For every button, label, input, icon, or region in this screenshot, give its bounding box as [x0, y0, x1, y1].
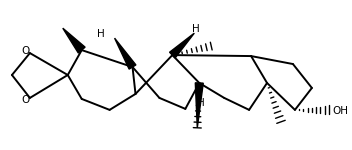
Polygon shape: [170, 33, 194, 58]
Text: H: H: [97, 29, 105, 39]
Polygon shape: [115, 38, 136, 69]
Polygon shape: [63, 28, 85, 53]
Text: H: H: [193, 24, 200, 34]
Text: O: O: [22, 46, 30, 56]
Polygon shape: [195, 83, 203, 128]
Text: H: H: [197, 98, 205, 108]
Text: OH: OH: [333, 106, 349, 116]
Text: O: O: [22, 95, 30, 105]
